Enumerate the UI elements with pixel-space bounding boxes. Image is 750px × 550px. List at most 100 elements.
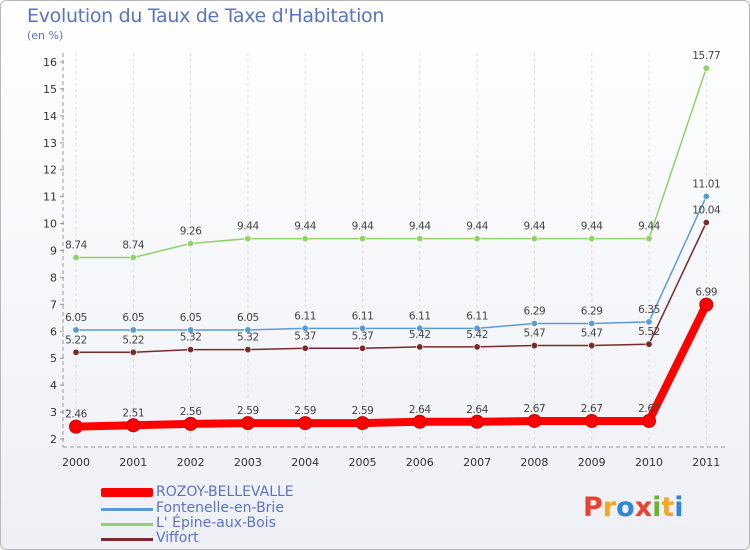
x-tick-label: 2005 bbox=[349, 456, 377, 469]
x-tick-label: 2007 bbox=[463, 456, 491, 469]
data-point bbox=[240, 416, 255, 431]
data-point bbox=[702, 192, 710, 200]
data-point bbox=[129, 254, 137, 262]
data-label: 6.11 bbox=[466, 310, 488, 322]
data-label: 9.44 bbox=[524, 221, 546, 233]
data-label: 5.32 bbox=[237, 332, 259, 344]
data-label: 6.99 bbox=[695, 287, 717, 299]
data-point bbox=[129, 348, 137, 356]
data-point bbox=[244, 326, 252, 334]
data-point bbox=[584, 413, 599, 428]
data-label: 5.52 bbox=[638, 326, 660, 338]
data-label: 9.44 bbox=[294, 221, 316, 233]
data-label: 6.11 bbox=[352, 310, 374, 322]
data-point bbox=[699, 297, 714, 312]
y-tick-label: 14 bbox=[43, 110, 57, 123]
data-label: 9.44 bbox=[581, 221, 603, 233]
x-tick-label: 2003 bbox=[234, 456, 262, 469]
legend-label-epine: L' Épine-aux-Bois bbox=[156, 515, 276, 531]
data-label: 2.46 bbox=[65, 409, 87, 421]
data-label: 11.01 bbox=[692, 178, 720, 190]
chart-subtitle: (en %) bbox=[27, 29, 64, 42]
x-tick-label: 2006 bbox=[406, 456, 434, 469]
data-label: 2.64 bbox=[409, 404, 431, 416]
data-label: 9.44 bbox=[466, 221, 488, 233]
legend-swatch-fontenelle bbox=[101, 508, 153, 511]
x-tick-label: 2001 bbox=[119, 456, 147, 469]
data-label: 2.64 bbox=[466, 404, 488, 416]
data-point bbox=[416, 324, 424, 332]
y-tick-label: 4 bbox=[50, 379, 57, 392]
data-label: 6.05 bbox=[237, 312, 259, 324]
data-point bbox=[187, 346, 195, 354]
data-point bbox=[527, 413, 542, 428]
data-point bbox=[530, 235, 538, 243]
x-tick-label: 2002 bbox=[177, 456, 205, 469]
x-tick-label: 2010 bbox=[635, 456, 663, 469]
data-point bbox=[416, 343, 424, 351]
y-tick-label: 13 bbox=[43, 137, 57, 150]
y-tick-label: 5 bbox=[50, 352, 57, 365]
data-label: 2.59 bbox=[237, 405, 259, 417]
data-label: 6.05 bbox=[65, 312, 87, 324]
legend-swatch-epine bbox=[101, 523, 153, 526]
data-label: 5.22 bbox=[65, 334, 87, 346]
x-tick-label: 2009 bbox=[578, 456, 606, 469]
data-point bbox=[645, 340, 653, 348]
data-point bbox=[412, 414, 427, 429]
data-label: 9.44 bbox=[638, 221, 660, 233]
data-point bbox=[645, 318, 653, 326]
y-tick-label: 10 bbox=[43, 218, 57, 231]
data-label: 2.67 bbox=[581, 403, 603, 415]
data-point bbox=[187, 326, 195, 334]
data-label: 8.74 bbox=[65, 240, 87, 252]
legend-swatch-viffort bbox=[101, 538, 153, 541]
data-label: 9.44 bbox=[352, 221, 374, 233]
data-point bbox=[244, 235, 252, 243]
series-line bbox=[75, 67, 708, 259]
y-tick-label: 3 bbox=[50, 406, 57, 419]
legend-swatch-rozoy bbox=[101, 488, 153, 497]
y-tick-label: 15 bbox=[43, 83, 57, 96]
data-label: 6.05 bbox=[122, 312, 144, 324]
data-label: 5.37 bbox=[352, 330, 374, 342]
data-label: 5.22 bbox=[122, 334, 144, 346]
data-label: 9.26 bbox=[180, 225, 202, 237]
data-point bbox=[69, 419, 83, 434]
data-point bbox=[642, 413, 656, 428]
data-label: 2.67 bbox=[638, 403, 660, 415]
data-point bbox=[645, 235, 653, 243]
data-label: 9.44 bbox=[237, 221, 259, 233]
data-label: 8.74 bbox=[122, 240, 144, 252]
data-point bbox=[183, 416, 198, 431]
data-point bbox=[473, 235, 481, 243]
data-label: 5.47 bbox=[581, 328, 603, 340]
data-point bbox=[473, 343, 481, 351]
data-point bbox=[702, 218, 710, 226]
data-point bbox=[301, 235, 309, 243]
data-point bbox=[358, 235, 366, 243]
data-point bbox=[301, 324, 309, 332]
series-line bbox=[75, 195, 708, 331]
data-point bbox=[530, 319, 538, 327]
data-label: 6.29 bbox=[524, 305, 546, 317]
data-point bbox=[702, 64, 710, 72]
data-label: 6.29 bbox=[581, 305, 603, 317]
data-label: 5.32 bbox=[180, 332, 202, 344]
data-point bbox=[72, 326, 80, 334]
data-point bbox=[301, 344, 309, 352]
y-tick-label: 7 bbox=[50, 298, 57, 311]
data-point bbox=[588, 319, 596, 327]
data-point bbox=[358, 324, 366, 332]
y-tick-label: 6 bbox=[50, 325, 57, 338]
data-label: 5.42 bbox=[466, 329, 488, 341]
y-tick-label: 2 bbox=[50, 433, 57, 446]
y-tick-label: 12 bbox=[43, 164, 57, 177]
data-label: 6.11 bbox=[294, 310, 316, 322]
data-point bbox=[530, 342, 538, 350]
data-label: 2.59 bbox=[352, 405, 374, 417]
data-point bbox=[470, 414, 485, 429]
data-label: 6.05 bbox=[180, 312, 202, 324]
